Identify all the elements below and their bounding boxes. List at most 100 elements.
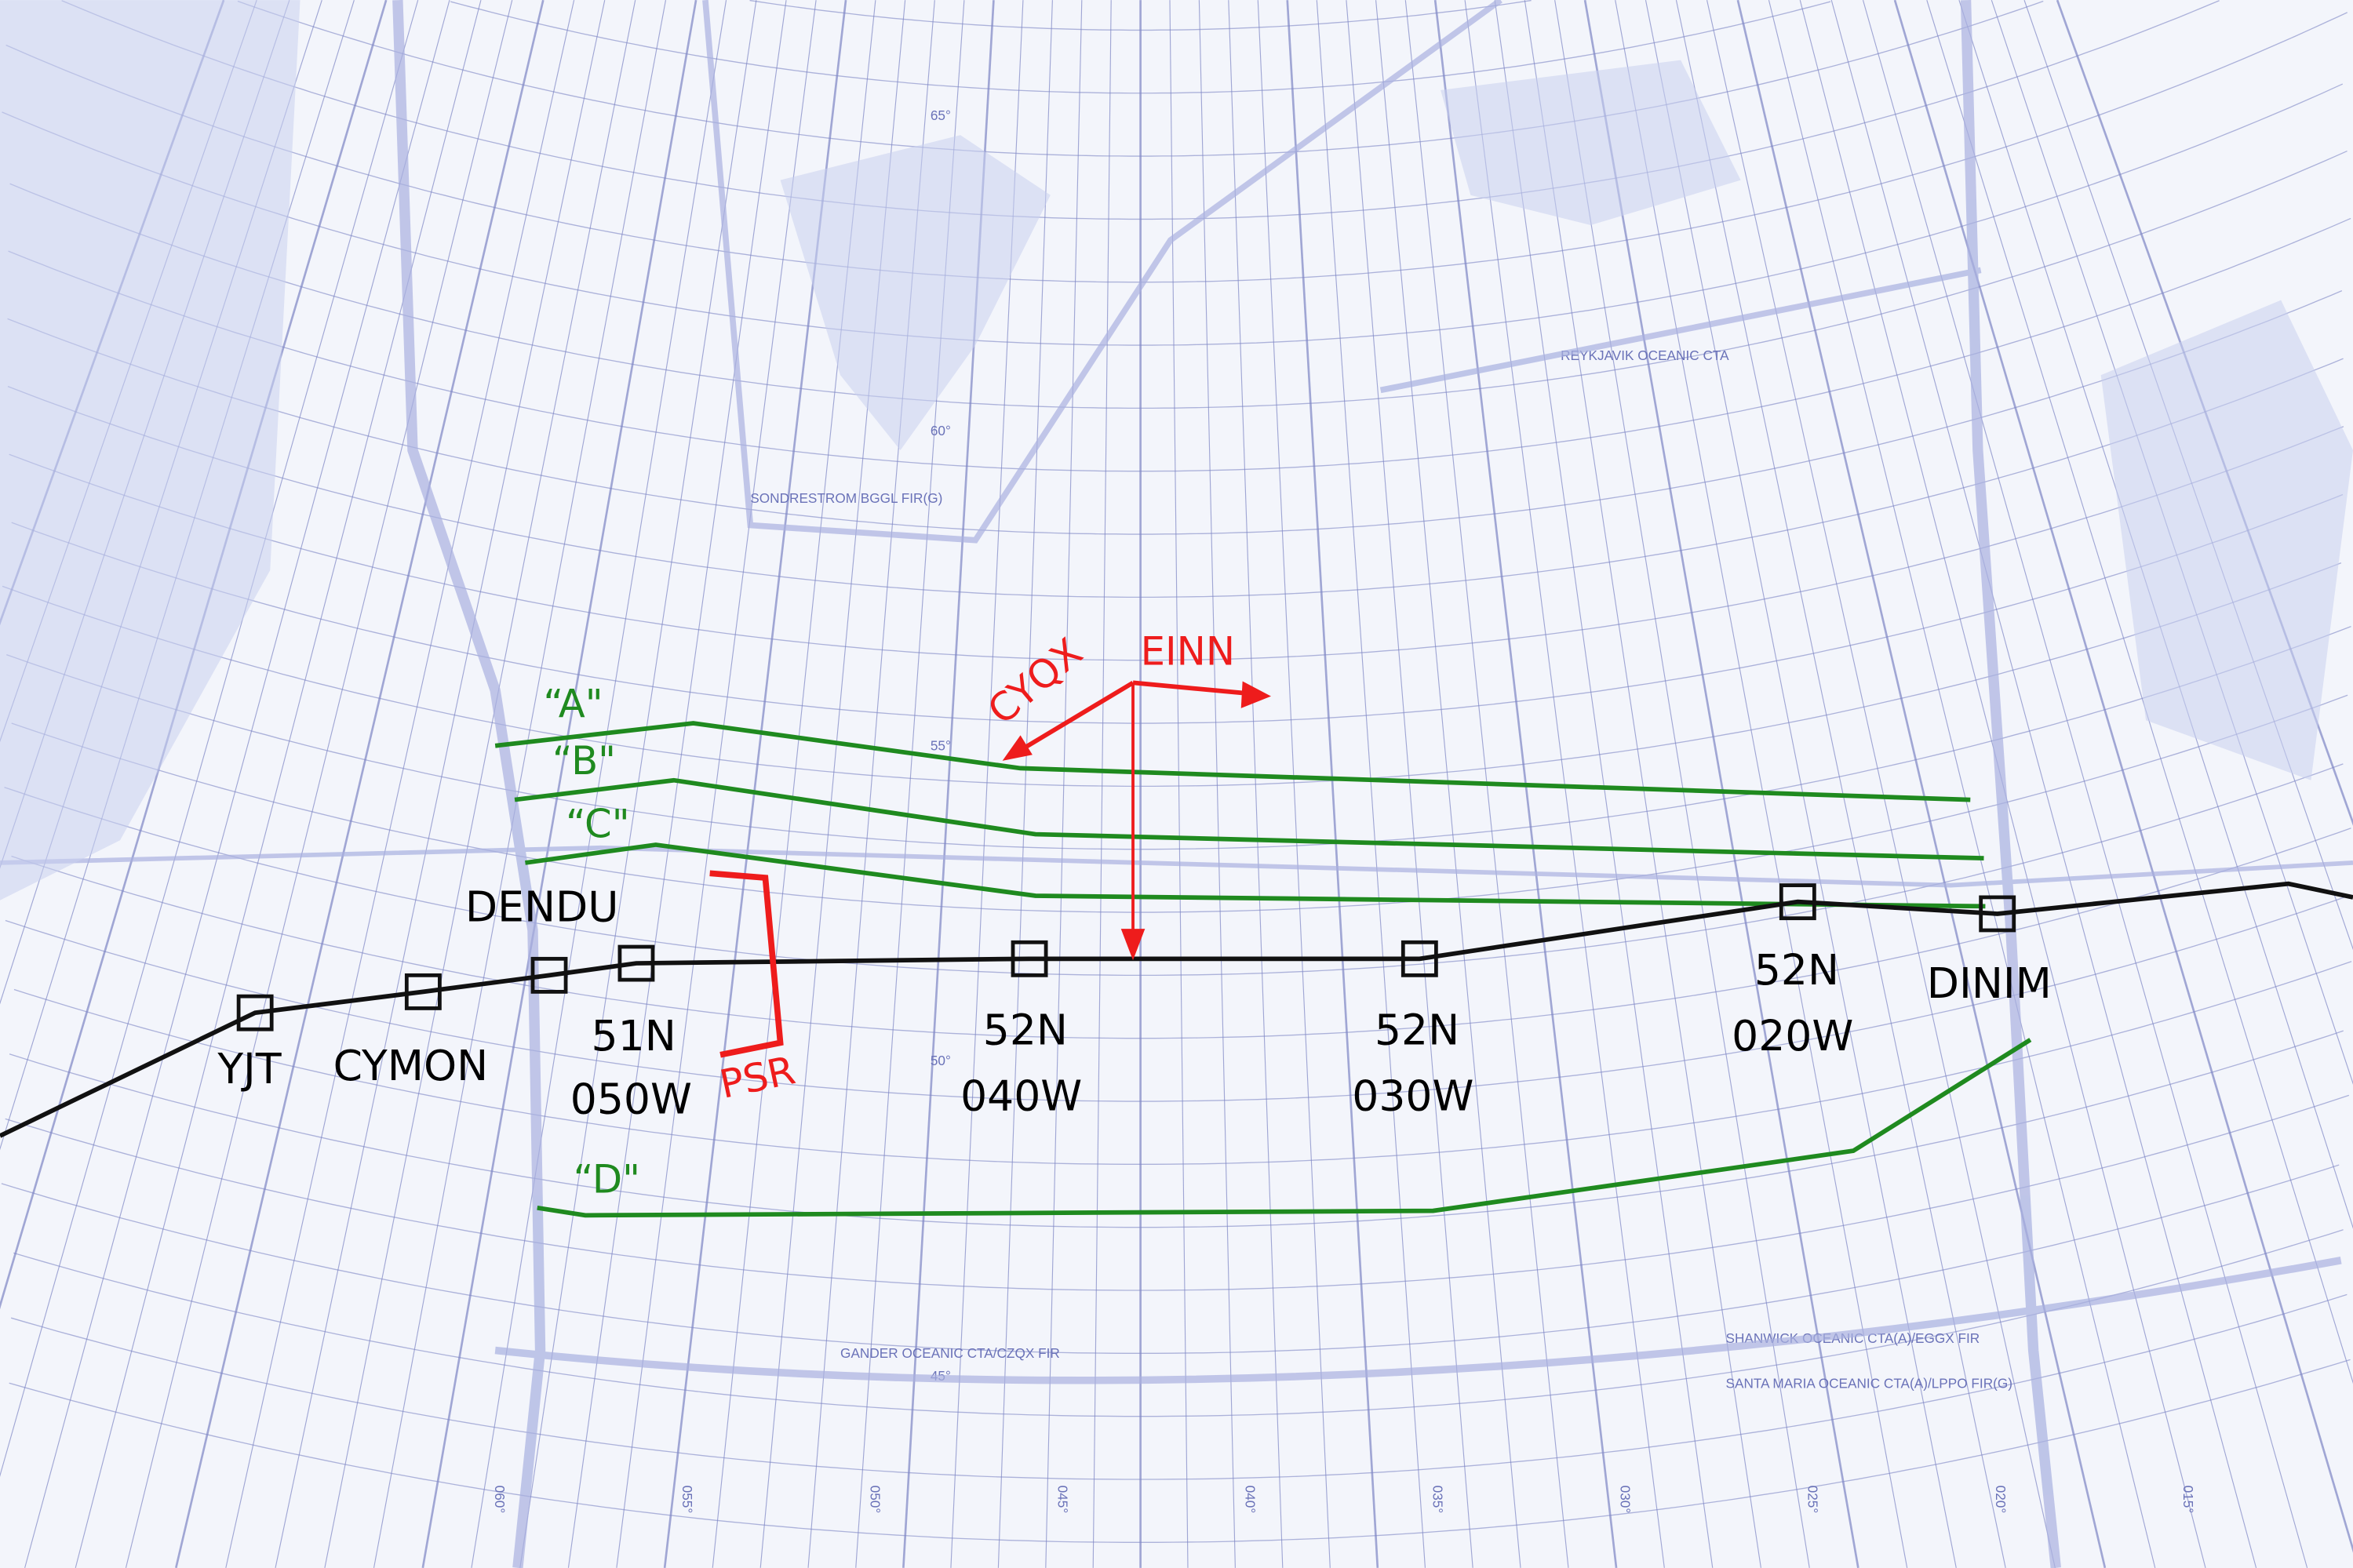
flight-route-line [0,881,2353,1138]
meridian-label: 015° [2180,1486,2196,1514]
meridian-label: 035° [1430,1486,1446,1514]
fir-boundary-gander-west [392,0,546,1568]
iceland-landmass [1441,60,1741,226]
meridian-line [1991,0,2353,1085]
region-label: SONDRESTROM BGGL FIR(G) [750,490,942,506]
meridian-line [373,0,667,1568]
meridian-line [1257,0,1331,1568]
meridian-line [225,0,575,1568]
waypoint-label-050w: 050W [570,1074,692,1123]
parallel-label: 60° [931,423,951,438]
meridian-line [1958,0,2353,1229]
meridian-line [1092,0,1112,1568]
parallel-line [450,1,1831,94]
region-label: GANDER OCEANIC CTA/CZQX FIR [840,1345,1060,1361]
meridian-line [1494,0,1714,1568]
waypoint-markers [236,883,2016,1031]
parallel-label: 50° [931,1053,951,1068]
down-arrowhead [1120,929,1146,961]
parallel-line [749,0,1532,31]
meridian-line [1926,0,2353,1384]
meridian-label: 030° [1618,1486,1634,1514]
track-d-label: “D" [574,1157,640,1202]
meridian-line [1286,0,1379,1568]
meridian-line [1316,0,1426,1568]
meridian-label: 060° [492,1486,508,1514]
meridian-line [616,0,817,1568]
parallel-label: 65° [931,107,951,123]
meridian-line [1583,0,1859,1568]
cyqx-arrowhead [1002,735,1033,761]
meridian-line [1830,0,2257,1568]
red-annotations [709,680,1246,1058]
meridian-line [0,0,388,1310]
parallel-line [1,1164,2340,1355]
meridian-line [1524,0,1761,1568]
meridian-line [2056,0,2353,826]
track-a-line [494,721,1971,802]
track-b-label: “B" [552,738,616,784]
meridian-line [1706,0,2056,1568]
parallel-label: 55° [931,737,951,753]
meridian-label: 045° [1054,1486,1070,1514]
meridian-line [24,0,450,1568]
meridian-line [0,0,419,1478]
parallel-line [7,358,2344,598]
waypoint-label-51n: 51N [592,1011,676,1060]
landmasses [0,0,2353,900]
waypoint-label-52n-b: 52N [1375,1005,1459,1054]
track-c-label: “C" [566,801,630,846]
fir-boundary-sondrestrom [702,0,1502,544]
track-d-line [537,1038,2032,1218]
meridian-label: 040° [1242,1486,1258,1514]
meridian-line [1346,0,1473,1568]
waypoint-marker-dendu[interactable] [530,956,568,994]
waypoint-label-dinim: DINIM [1927,959,2052,1008]
parallel-line [11,493,2344,724]
waypoint-label-020w: 020W [1732,1011,1853,1060]
meridian-label: 020° [1993,1486,2009,1514]
waypoint-label-52n-a: 52N [983,1005,1068,1054]
parallel-line [11,694,2348,913]
waypoint-marker-52n020w[interactable] [1779,883,1816,921]
einn-arrow-line [1132,680,1246,696]
track-c-line [525,842,1986,909]
parallel-line [13,1229,2344,1417]
region-label: SANTA MARIA OCEANIC CTA(A)/LPPO FIR(G) [1726,1375,2012,1391]
track-b-line [514,777,1984,861]
waypoint-marker-52n030w[interactable] [1401,940,1438,977]
waypoint-marker-cymon[interactable] [404,973,442,1010]
waypoint-marker-51n050w[interactable] [617,944,655,982]
einn-label: EINN [1141,628,1235,674]
fir-boundary-reykjavik [1379,267,1982,394]
meridian-label: 055° [679,1486,695,1514]
einn-arrowhead [1240,681,1271,708]
parallel-line [9,1359,2351,1544]
parallel-line [2,562,2342,788]
meridian-line [1862,0,2308,1568]
waypoint-marker-52n040w[interactable] [1011,940,1048,977]
greenland-landmass [780,135,1051,450]
waypoint-marker-yjt[interactable] [236,994,274,1031]
meridian-line [275,0,606,1568]
arrowheads [1002,681,1271,961]
meridian-label: 025° [1805,1486,1821,1514]
british-isles-landmass [2100,300,2353,780]
meridian-line [471,0,727,1568]
nat-tracks [494,721,2032,1218]
meridian-line [1464,0,1665,1568]
meridian-line [1169,0,1189,1568]
parallel-line [5,1094,2350,1291]
track-a-label: “A" [543,681,603,726]
waypoint-label-52n-c: 52N [1754,945,1839,995]
fir-boundary-latitude [0,845,2353,888]
waypoint-label-030w: 030W [1352,1071,1473,1120]
meridian-line [75,0,482,1568]
parallel-line [9,1030,2344,1228]
meridian-line [175,0,545,1568]
psr-bracket [709,870,784,1058]
waypoint-marker-dinim[interactable] [1979,895,2016,933]
parallel-line [6,626,2351,850]
meridian-line [1615,0,1908,1568]
